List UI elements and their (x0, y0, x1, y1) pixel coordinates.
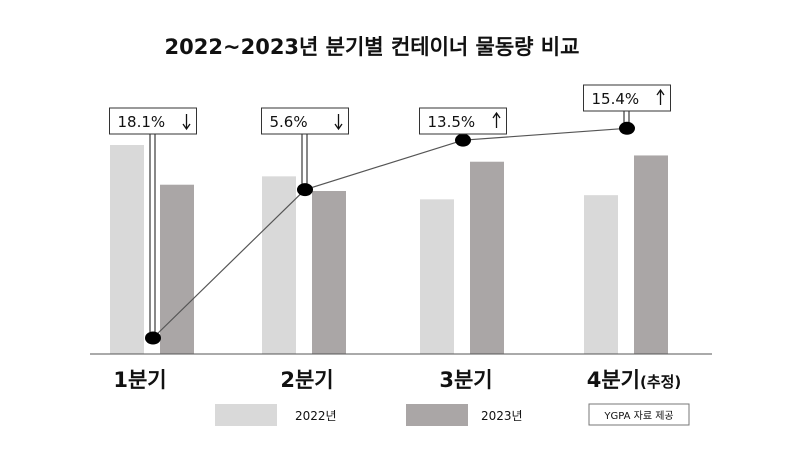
bar-2022년-4분기 (584, 195, 618, 354)
arrow-up-icon (656, 88, 665, 96)
category-label-2분기: 2분기 (280, 368, 333, 392)
change-label-1분기: 18.1% (109, 107, 197, 135)
bar-2022년-1분기 (110, 145, 144, 354)
change-labels: 18.1% 5.6% 13.5% 15.4% (109, 84, 671, 135)
arrow-up-icon (492, 111, 501, 119)
legend-swatch-2023 (406, 404, 468, 426)
legend-label-2023: 2023년 (481, 409, 523, 423)
chart-title: 2022~2023년 분기별 컨테이너 물동량 비교 (165, 35, 580, 59)
change-point-4분기 (619, 121, 635, 135)
change-label-text: 13.5% (428, 113, 476, 131)
bars-layer (110, 145, 668, 354)
change-line (145, 121, 635, 345)
category-label-1분기: 1분기 (113, 368, 166, 392)
change-point-1분기 (145, 331, 161, 345)
change-label-3분기: 13.5% (419, 107, 507, 135)
legend-swatch-2022 (215, 404, 277, 426)
category-labels: 1분기 2분기 3분기 4분기(추정) (113, 368, 681, 392)
bar-2023년-1분기 (160, 184, 194, 354)
category-label-3분기: 3분기 (439, 368, 492, 392)
source-text: YGPA 자료 제공 (603, 410, 673, 422)
change-label-text: 18.1% (118, 113, 166, 131)
leader-lines (149, 111, 630, 338)
change-label-box (419, 107, 507, 135)
bar-2022년-2분기 (262, 176, 296, 354)
change-label-box (583, 84, 671, 112)
bar-2023년-2분기 (312, 190, 346, 354)
legend: 2022년 2023년 (215, 404, 523, 426)
bar-2023년-3분기 (470, 161, 504, 354)
change-label-text: 5.6% (270, 113, 308, 131)
change-label-4분기: 15.4% (583, 84, 671, 112)
category-suffix: (추정) (640, 373, 681, 391)
change-label-box (109, 107, 197, 135)
change-label-text: 15.4% (592, 90, 640, 108)
change-point-3분기 (455, 133, 471, 147)
bar-2022년-3분기 (420, 199, 454, 354)
bar-2023년-4분기 (634, 155, 668, 354)
change-polyline (152, 127, 628, 339)
arrow-down-icon (182, 123, 191, 131)
legend-label-2022: 2022년 (295, 409, 337, 423)
change-label-box (261, 107, 349, 135)
source-frame (588, 403, 690, 426)
change-point-2분기 (297, 183, 313, 197)
change-label-2분기: 5.6% (261, 107, 349, 135)
arrow-down-icon (334, 123, 343, 131)
category-label-4분기: 4분기(추정) (587, 368, 682, 392)
source-box: YGPA 자료 제공 (588, 403, 690, 426)
